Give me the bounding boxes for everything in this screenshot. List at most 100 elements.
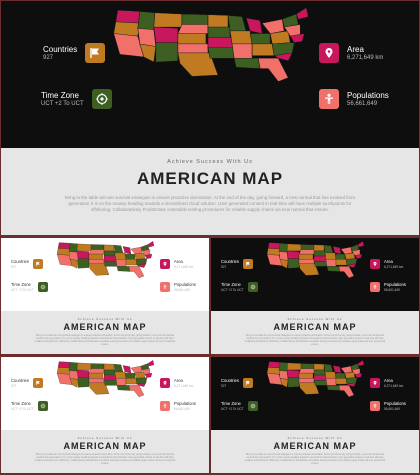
compass-icon (37, 282, 48, 292)
usa-map (266, 241, 365, 279)
stat-area: Area 6,271,649 km (370, 259, 403, 269)
countries-value: 927 (11, 264, 17, 269)
compass-icon (37, 401, 48, 411)
person-icon (319, 89, 339, 109)
slide-title: AMERICAN MAP (136, 169, 284, 188)
pin-icon (370, 378, 380, 388)
slide-body: Bring to the table win-win survival stra… (244, 335, 386, 346)
slide-top: Countries 927 Time Zone UCT +2 To UCT Ar… (1, 357, 209, 431)
stat-time-zone: Time Zone UCT +2 To UCT (221, 282, 258, 292)
thumbnail-3[interactable]: Countries 927 Time Zone UCT +2 To UCT Ar… (1, 357, 209, 473)
compass-icon (247, 401, 258, 411)
time-zone-value: UCT +2 To UCT (221, 406, 244, 411)
slide-body: Bring to the table win-win survival stra… (34, 454, 176, 465)
populations-value: 56,661,649 (174, 406, 190, 411)
populations-value: 56,661,649 (174, 287, 190, 292)
compass-icon (91, 89, 112, 109)
area-value: 6,271,649 km (347, 55, 384, 61)
flag-icon (242, 259, 253, 269)
slide-top: Countries 927 Time Zone UCT +2 To UCT Ar… (1, 1, 419, 149)
populations-value: 56,661,649 (384, 287, 400, 292)
stat-area: Area 6,271,649 km (370, 378, 403, 388)
area-value: 6,271,649 km (384, 383, 404, 388)
time-zone-value: UCT +2 To UCT (221, 287, 244, 292)
thumbnail-1[interactable]: Countries 927 Time Zone UCT +2 To UCT Ar… (1, 238, 209, 354)
time-zone-value: UCT +2 To UCT (11, 406, 34, 411)
stat-countries: Countries 927 (43, 43, 106, 63)
populations-label: Populations (384, 401, 406, 407)
area-label: Area (174, 259, 183, 265)
person-icon (160, 401, 170, 411)
populations-label: Populations (384, 282, 406, 288)
usa-map (56, 360, 155, 398)
stat-countries: Countries 927 (11, 378, 43, 388)
slide-subtitle: Achieve Success With Us (77, 436, 133, 440)
time-zone-label: Time Zone (221, 401, 241, 407)
stat-countries: Countries 927 (221, 378, 253, 388)
person-icon (370, 401, 380, 411)
person-icon (370, 282, 380, 292)
slide-top: Countries 927 Time Zone UCT +2 To UCT Ar… (1, 238, 209, 312)
slide-body: Bring to the table win-win survival stra… (64, 195, 356, 212)
usa-map (56, 241, 155, 279)
time-zone-label: Time Zone (41, 91, 79, 100)
area-label: Area (174, 378, 183, 384)
stat-populations: Populations 56,661,649 (370, 401, 406, 411)
slide-title: AMERICAN MAP (273, 441, 357, 451)
slide-bottom (1, 430, 209, 473)
populations-value: 56,661,649 (347, 101, 378, 107)
time-zone-label: Time Zone (11, 401, 31, 407)
countries-label: Countries (221, 259, 239, 265)
stat-populations: Populations 56,661,649 (160, 282, 196, 292)
stat-populations: Populations 56,661,649 (370, 282, 406, 292)
stat-time-zone: Time Zone UCT +2 To UCT (11, 401, 48, 411)
stat-area: Area 6,271,649 km (160, 378, 193, 388)
flag-icon (32, 378, 43, 388)
slide-subtitle: Achieve Success With Us (77, 317, 133, 321)
thumbnail-4[interactable]: Countries 927 Time Zone UCT +2 To UCT Ar… (211, 357, 419, 473)
pin-icon (160, 378, 170, 388)
slide-bottom (211, 430, 419, 473)
slide-body: Bring to the table win-win survival stra… (34, 335, 176, 346)
usa-map (266, 360, 365, 398)
stat-populations: Populations 56,661,649 (160, 401, 196, 411)
area-label: Area (384, 259, 393, 265)
populations-value: 56,661,649 (384, 406, 400, 411)
area-value: 6,271,649 km (174, 383, 194, 388)
thumbnail-2[interactable]: Countries 927 Time Zone UCT +2 To UCT Ar… (211, 238, 419, 354)
slide-top: Countries 927 Time Zone UCT +2 To UCT Ar… (211, 238, 419, 312)
stat-area: Area 6,271,649 km (160, 259, 193, 269)
countries-label: Countries (11, 378, 29, 384)
countries-value: 927 (43, 55, 54, 61)
area-value: 6,271,649 km (174, 264, 194, 269)
stat-countries: Countries 927 (11, 259, 43, 269)
stat-time-zone: Time Zone UCT +2 To UCT (41, 89, 112, 109)
area-label: Area (384, 378, 393, 384)
pin-icon (160, 259, 170, 269)
slide-subtitle: Achieve Success With Us (287, 436, 343, 440)
slide-bottom (1, 311, 209, 354)
pin-icon (370, 259, 380, 269)
time-zone-value: UCT +2 To UCT (11, 287, 34, 292)
countries-value: 927 (11, 383, 17, 388)
pin-icon (319, 43, 339, 63)
flag-icon (32, 259, 43, 269)
slide-body: Bring to the table win-win survival stra… (244, 454, 386, 465)
compass-icon (247, 282, 258, 292)
time-zone-label: Time Zone (11, 282, 31, 288)
populations-label: Populations (347, 91, 389, 100)
time-zone-label: Time Zone (221, 282, 241, 288)
stat-time-zone: Time Zone UCT +2 To UCT (221, 401, 258, 411)
flag-icon (242, 378, 253, 388)
usa-map (113, 7, 309, 83)
flag-icon (85, 43, 106, 63)
area-label: Area (347, 45, 364, 54)
stat-countries: Countries 927 (221, 259, 253, 269)
slide-bottom (1, 148, 419, 235)
time-zone-value: UCT +2 To UCT (41, 101, 84, 107)
main-slide[interactable]: Countries 927 Time Zone UCT +2 To UCT Ar… (1, 1, 419, 235)
slide-top: Countries 927 Time Zone UCT +2 To UCT Ar… (211, 357, 419, 431)
slide-title: AMERICAN MAP (273, 322, 357, 332)
stat-populations: Populations 56,661,649 (319, 89, 389, 109)
countries-value: 927 (221, 383, 227, 388)
